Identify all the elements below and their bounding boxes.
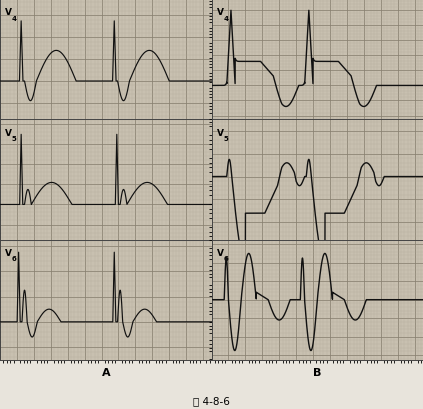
Text: 6: 6	[223, 256, 228, 261]
Text: 5: 5	[223, 135, 228, 142]
Text: B: B	[313, 367, 321, 377]
Text: 5: 5	[12, 135, 16, 142]
Text: A: A	[102, 367, 110, 377]
Text: 4: 4	[223, 16, 228, 22]
Text: V: V	[5, 9, 12, 17]
Text: 6: 6	[12, 256, 16, 261]
Text: V: V	[217, 9, 224, 17]
Text: 4: 4	[12, 16, 16, 22]
Text: V: V	[217, 128, 224, 137]
Text: V: V	[5, 248, 12, 257]
Text: 图 4-8-6: 图 4-8-6	[193, 395, 230, 405]
Text: V: V	[217, 248, 224, 257]
Text: V: V	[5, 128, 12, 137]
